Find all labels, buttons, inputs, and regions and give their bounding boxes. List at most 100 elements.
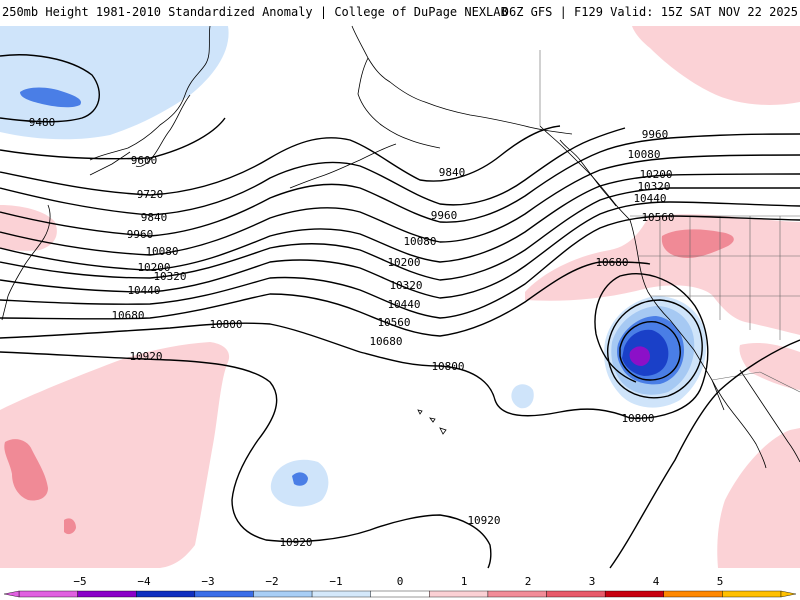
contour-label: 10320	[389, 279, 422, 292]
anomaly-positive-southeast	[717, 428, 800, 568]
contour-label: 10440	[387, 298, 420, 311]
contour-label: 10800	[209, 318, 242, 331]
contour-9840	[0, 127, 626, 216]
contour-9720	[0, 125, 561, 196]
border-us-mexico	[711, 371, 800, 393]
contour-label: 10920	[129, 350, 162, 363]
contour-label: 10440	[633, 192, 666, 205]
contour-label: 10200	[639, 168, 672, 181]
contour-label: 10920	[467, 514, 500, 527]
contour-9960	[0, 133, 800, 237]
contour-9480	[0, 54, 100, 123]
colorbar-segment	[722, 590, 782, 598]
contour-label: 10800	[431, 360, 464, 373]
colorbar-bar	[3, 590, 797, 598]
colorbar-segment	[487, 590, 547, 598]
colorbar-tick-label: 5	[717, 575, 724, 588]
coast-hawaii-2	[429, 417, 436, 423]
anomaly-positive-southwest-pacific	[0, 342, 230, 568]
contour-10680	[0, 261, 651, 337]
colorbar-segment	[253, 590, 313, 598]
colorbar-segment	[429, 590, 489, 598]
coast-mexico-west	[739, 369, 800, 463]
contour-10800	[0, 273, 709, 419]
coast-kuril	[89, 151, 131, 176]
map-title-left: 250mb Height 1981-2010 Standardized Anom…	[2, 5, 508, 19]
coast-aleutians	[289, 143, 397, 189]
colorbar-svg: −5 −4 −3 −2 −1 0 1 2 3 4 5	[3, 575, 797, 598]
contour-label: 10320	[637, 180, 670, 193]
map-title-right: 06Z GFS | F129 Valid: 15Z SAT NOV 22 202…	[501, 5, 798, 19]
contour-label: 9600	[131, 154, 158, 167]
contour-labels: 9480 9600 9720 9840 9960 10080 10200 103…	[29, 116, 675, 549]
colorbar-tick-label: 4	[653, 575, 660, 588]
colorbar-tick-label: −2	[265, 575, 278, 588]
colorbar-segment	[546, 590, 606, 598]
anomaly-positive-northwest	[0, 205, 57, 251]
coast-baja	[711, 379, 767, 469]
contour-label: 9960	[642, 128, 669, 141]
contour-10200	[0, 173, 800, 271]
anomaly-positive-west-core-2	[64, 518, 76, 535]
colorbar-tick-label: 2	[525, 575, 532, 588]
colorbar-segment	[663, 590, 723, 598]
colorbar-segment	[136, 590, 196, 598]
contour-10440	[0, 201, 800, 299]
contour-label: 9720	[137, 188, 164, 201]
colorbar-segment	[194, 590, 254, 598]
anomaly-positive-southwest	[739, 342, 800, 390]
colorbar-tick-label: 0	[397, 575, 404, 588]
anomaly-positive-west-coast	[525, 214, 800, 335]
colorbar-segment	[77, 590, 137, 598]
colorbar-tick-label: 3	[589, 575, 596, 588]
contour-label: 10080	[145, 245, 178, 258]
height-contours	[0, 54, 800, 569]
map-canvas: 9480 9600 9720 9840 9960 10080 10200 103…	[0, 24, 800, 570]
contour-label: 9840	[141, 211, 168, 224]
contour-cutoff-inner	[606, 299, 703, 399]
coast-hawaii-3	[439, 427, 447, 435]
coast-kamchatka	[135, 94, 191, 168]
colorbar-segment	[370, 590, 430, 598]
contour-10920	[0, 351, 492, 569]
coast-alaska-panhandle	[539, 125, 631, 221]
contour-label: 10920	[279, 536, 312, 549]
contour-label: 10080	[627, 148, 660, 161]
contour-label: 10320	[153, 270, 186, 283]
colorbar-tick-label: −1	[329, 575, 342, 588]
colorbar-segment	[604, 590, 664, 598]
contour-10080	[0, 154, 800, 256]
colorbar-tick-label: 1	[461, 575, 468, 588]
colorbar-segment	[18, 590, 78, 598]
colorbar-tick-label: −5	[73, 575, 86, 588]
contour-label: 10680	[369, 335, 402, 348]
contour-label: 9960	[431, 209, 458, 222]
contour-label: 10200	[137, 261, 170, 274]
contour-label: 9960	[127, 228, 154, 241]
contour-label: 10680	[595, 256, 628, 269]
colorbar-right-arrow	[780, 590, 797, 598]
coast-siberia	[89, 25, 211, 161]
anomaly-negative-aleutian-core	[20, 87, 82, 108]
contour-label: 9480	[29, 116, 56, 129]
contour-label: 10440	[127, 284, 160, 297]
anomaly-positive-northeast	[632, 26, 800, 105]
anomaly-negative-cutoff-low-5	[629, 346, 650, 366]
contour-label: 10560	[641, 211, 674, 224]
anomaly-positive-west-coast-core	[661, 229, 734, 258]
contour-10920-east	[609, 339, 800, 569]
contour-label: 10080	[403, 235, 436, 248]
coast-alaska-west	[357, 57, 441, 149]
contour-10560	[0, 215, 800, 319]
colorbar-segment	[311, 590, 371, 598]
contour-9600	[0, 117, 226, 160]
contour-label: 9840	[439, 166, 466, 179]
contour-10320	[0, 187, 800, 281]
colorbar-tick-labels: −5 −4 −3 −2 −1 0 1 2 3 4 5	[73, 575, 723, 588]
colorbar-left-arrow	[3, 590, 20, 598]
colorbar-tick-label: −4	[137, 575, 151, 588]
anomaly-positive-west-core	[4, 439, 48, 501]
contour-label: 10680	[111, 309, 144, 322]
anomaly-negative-aleutian	[0, 26, 229, 140]
contour-label: 10560	[377, 316, 410, 329]
